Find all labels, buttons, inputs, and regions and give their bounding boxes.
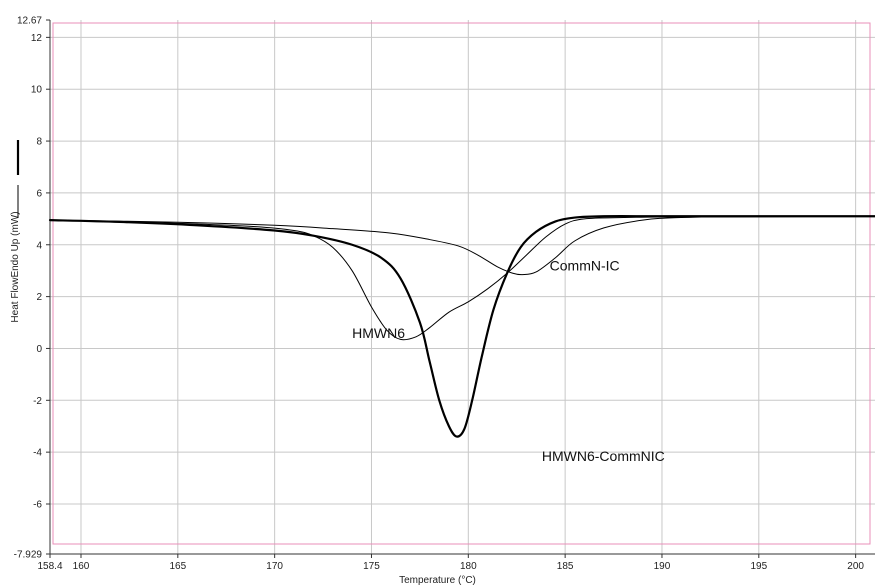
y-tick-label: 2 <box>36 292 42 303</box>
y-tick-label: 12.67 <box>17 16 42 27</box>
x-tick-label: 195 <box>750 561 767 572</box>
x-tick-label: 158.4 <box>37 561 62 572</box>
x-tick-label: 160 <box>73 561 90 572</box>
y-tick-label: -7.929 <box>14 550 43 561</box>
x-axis-title: Temperature (°C) <box>399 575 476 586</box>
grid <box>50 20 875 554</box>
y-tick-label: 6 <box>36 188 42 199</box>
series-line-hmwn6-commnic <box>48 215 875 438</box>
series-line-hmwn6 <box>49 215 875 341</box>
x-tick-label: 200 <box>847 561 864 572</box>
x-tick-label: 185 <box>557 561 574 572</box>
plot-inner-frame <box>52 22 871 545</box>
y-tick-label: 12 <box>31 33 43 44</box>
x-tick-label: 170 <box>266 561 283 572</box>
y-tick-label: -4 <box>33 448 42 459</box>
y-axis-title: Heat FlowEndo Up (mW) <box>10 211 21 322</box>
y-tick-label: -6 <box>33 499 42 510</box>
y-tick-label: 0 <box>36 344 42 355</box>
x-tick-label: 190 <box>654 561 671 572</box>
y-tick-label: 10 <box>31 85 43 96</box>
y-tick-label: 4 <box>36 240 42 251</box>
series-layer <box>48 215 875 438</box>
axes <box>49 20 875 555</box>
y-tick-label: 8 <box>36 137 42 148</box>
y-tick-labels: 12.67 12 10 8 6 4 2 0 -2 -4 -6 -7.929 <box>14 16 50 561</box>
x-tick-labels: 158.4 160 165 170 175 180 185 190 195 200 <box>37 554 864 572</box>
series-label-hmwn6: HMWN6 <box>352 325 405 341</box>
x-tick-label: 180 <box>460 561 477 572</box>
series-labels: HMWN6 HMWN6-CommNIC CommN-IC <box>352 258 665 465</box>
x-tick-label: 175 <box>363 561 380 572</box>
series-label-commn-ic: CommN-IC <box>550 258 620 274</box>
series-line-commn-ic <box>49 215 875 276</box>
x-tick-label: 165 <box>169 561 186 572</box>
y-tick-label: -2 <box>33 396 42 407</box>
series-label-hmwn6-commnic: HMWN6-CommNIC <box>542 448 665 464</box>
